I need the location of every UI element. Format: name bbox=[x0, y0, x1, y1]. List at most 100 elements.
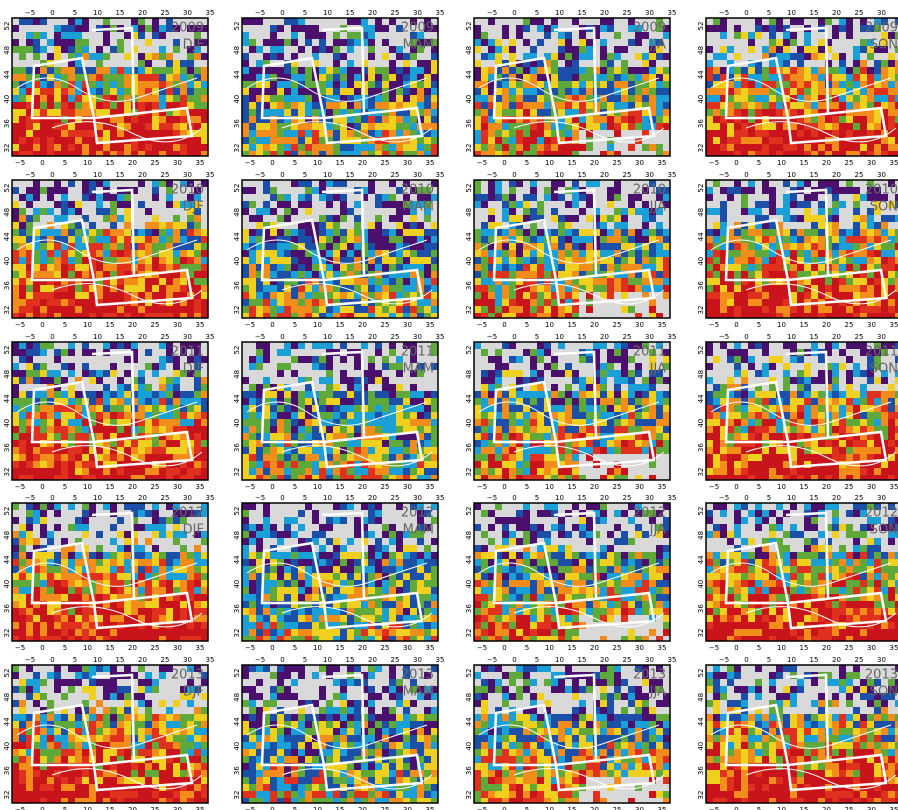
map-cell bbox=[818, 130, 825, 137]
map-cell bbox=[103, 123, 110, 130]
map-cell bbox=[117, 109, 124, 116]
map-cell bbox=[354, 32, 361, 39]
map-cell bbox=[628, 306, 635, 313]
map-cell bbox=[474, 46, 481, 53]
map-cell bbox=[187, 391, 194, 398]
region-outline bbox=[492, 26, 656, 145]
map-cell bbox=[818, 306, 825, 313]
map-cell bbox=[361, 398, 368, 405]
map-cell bbox=[755, 151, 762, 156]
map-cell bbox=[537, 39, 544, 46]
map-cell bbox=[403, 67, 410, 74]
map-cell bbox=[305, 285, 312, 292]
map-cell bbox=[621, 292, 628, 299]
map-cell bbox=[621, 342, 628, 349]
map-cell bbox=[375, 412, 382, 419]
map-cell bbox=[166, 74, 173, 81]
map-cell bbox=[530, 144, 537, 151]
map-cell bbox=[26, 222, 33, 229]
map-cell bbox=[410, 187, 417, 194]
map-cell bbox=[61, 222, 68, 229]
map-cell bbox=[61, 74, 68, 81]
map-cell bbox=[159, 419, 166, 426]
map-cell bbox=[431, 419, 438, 426]
map-cell bbox=[431, 468, 438, 475]
map-cell bbox=[642, 32, 649, 39]
map-cell bbox=[173, 271, 180, 278]
map-cell bbox=[375, 419, 382, 426]
map-cell bbox=[375, 454, 382, 461]
map-cell bbox=[12, 95, 19, 102]
map-cell bbox=[410, 405, 417, 412]
map-cell bbox=[68, 398, 75, 405]
map-cell bbox=[194, 74, 201, 81]
map-cell bbox=[635, 53, 642, 60]
map-cell bbox=[284, 271, 291, 278]
map-cell bbox=[607, 187, 614, 194]
map-cell bbox=[12, 475, 19, 480]
map-cell bbox=[734, 236, 741, 243]
map-cell bbox=[354, 475, 361, 480]
map-cell bbox=[347, 67, 354, 74]
map-cell bbox=[888, 306, 895, 313]
map-cell bbox=[201, 229, 208, 236]
map-cell bbox=[138, 130, 145, 137]
map-panel: −5−5005510101515202025253030353532364044… bbox=[3, 9, 214, 167]
map-cell bbox=[333, 116, 340, 123]
map-cell bbox=[138, 236, 145, 243]
map-cell bbox=[769, 18, 776, 25]
map-cell bbox=[783, 292, 790, 299]
map-cell bbox=[159, 243, 166, 250]
map-cell bbox=[375, 257, 382, 264]
map-cell bbox=[256, 81, 263, 88]
map-cell bbox=[180, 201, 187, 208]
map-cell bbox=[888, 123, 895, 130]
map-cell bbox=[96, 60, 103, 67]
map-cell bbox=[396, 257, 403, 264]
map-cell bbox=[888, 151, 895, 156]
map-cell bbox=[187, 264, 194, 271]
map-cell bbox=[551, 60, 558, 67]
map-cell bbox=[277, 440, 284, 447]
map-cell bbox=[12, 313, 19, 318]
map-cell bbox=[305, 208, 312, 215]
map-cell bbox=[424, 187, 431, 194]
map-cell bbox=[431, 180, 438, 187]
map-cell bbox=[572, 151, 579, 156]
map-cell bbox=[509, 313, 516, 318]
map-cell bbox=[312, 278, 319, 285]
map-cell bbox=[396, 53, 403, 60]
map-cell bbox=[319, 222, 326, 229]
map-cell bbox=[138, 384, 145, 391]
map-cell bbox=[361, 18, 368, 25]
map-cell bbox=[68, 391, 75, 398]
map-cell bbox=[159, 363, 166, 370]
map-cell bbox=[368, 144, 375, 151]
map-cell bbox=[642, 292, 649, 299]
region-outline bbox=[724, 26, 888, 145]
map-cell bbox=[481, 123, 488, 130]
map-cell bbox=[706, 25, 713, 32]
map-cell bbox=[326, 412, 333, 419]
map-cell bbox=[488, 18, 495, 25]
map-cell bbox=[298, 201, 305, 208]
map-cell bbox=[263, 447, 270, 454]
map-cell bbox=[194, 412, 201, 419]
map-cell bbox=[600, 250, 607, 257]
map-cell bbox=[642, 74, 649, 81]
map-cell bbox=[340, 39, 347, 46]
map-cell bbox=[326, 271, 333, 278]
map-cell bbox=[474, 137, 481, 144]
map-cell bbox=[502, 236, 509, 243]
map-cell bbox=[291, 278, 298, 285]
map-cell bbox=[509, 285, 516, 292]
lon-tick-top: 25 bbox=[161, 333, 170, 341]
map-cell bbox=[649, 236, 656, 243]
map-cell bbox=[635, 74, 642, 81]
map-cell bbox=[811, 194, 818, 201]
map-cell bbox=[326, 116, 333, 123]
map-cell bbox=[839, 137, 846, 144]
map-cell bbox=[544, 137, 551, 144]
map-cell bbox=[82, 271, 89, 278]
map-cell bbox=[124, 130, 131, 137]
